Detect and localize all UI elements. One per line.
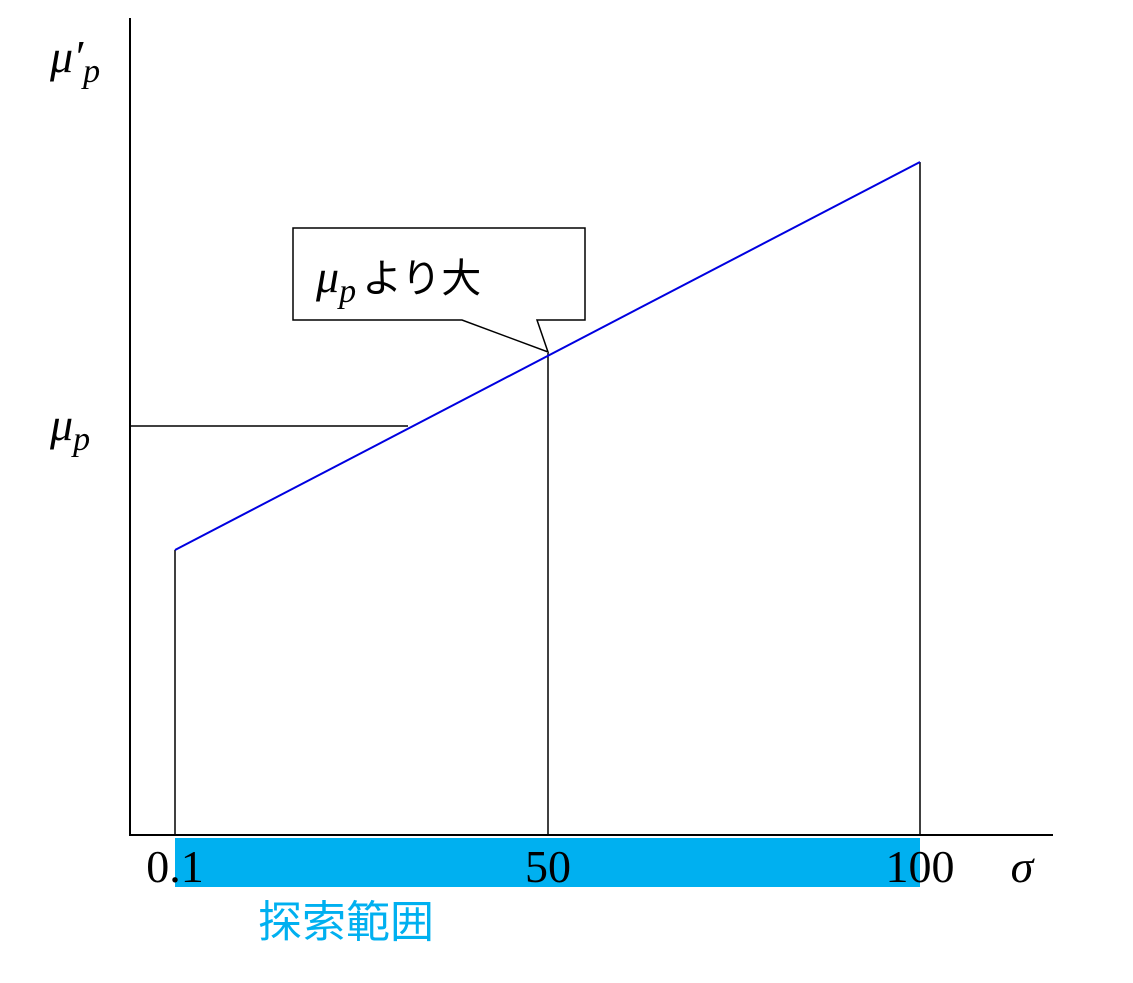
callout-box [292,227,586,354]
label-base: μ [315,251,339,302]
callout-text: μp より大 [315,251,481,310]
range-bar [175,838,920,887]
y-axis-label: μ′p [49,31,100,90]
label-text: より大 [362,256,481,302]
y-level-label: μp [49,399,90,458]
label-sub: p [71,421,90,458]
x-axis-label: σ [1011,841,1036,892]
range-label: 探索範囲 [258,897,434,948]
label-sub: p [337,273,356,310]
x-tick-label: 50 [525,841,571,892]
label-base: μ′ [49,31,84,82]
x-tick-label: 0.1 [146,841,204,892]
label-base: μ [49,399,73,450]
label-sub: p [81,53,100,90]
x-tick-label: 100 [886,841,955,892]
trend-line [174,161,921,551]
